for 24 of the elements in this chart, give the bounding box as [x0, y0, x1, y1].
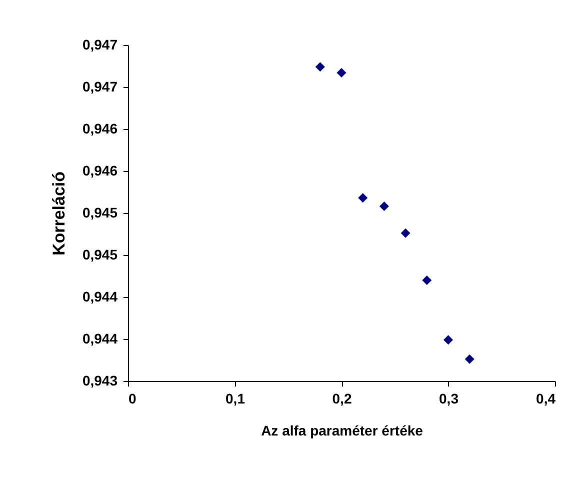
- point: [315, 62, 325, 72]
- y-tick-label: 0,946: [82, 120, 118, 136]
- y-tick-label: 0,944: [82, 330, 118, 346]
- x-tick-label: 0: [128, 390, 136, 406]
- x-tick-label: 0,1: [226, 390, 246, 406]
- y-tick-label: 0,947: [82, 78, 118, 94]
- point: [464, 354, 474, 364]
- x-tick-label: 0,4: [536, 390, 556, 406]
- point: [358, 193, 368, 203]
- point: [444, 335, 453, 345]
- x-tick-label: 0,3: [439, 390, 459, 406]
- y-tick-label: 0,943: [82, 372, 118, 388]
- y-axis-title: Korreláció: [49, 171, 68, 256]
- y-tick-label: 0,944: [82, 288, 118, 304]
- x-tick-label: 0,2: [332, 390, 352, 406]
- y-tick-label: 0,945: [82, 246, 118, 262]
- y-tick-label: 0,946: [82, 162, 118, 178]
- y-tick-label: 0,945: [82, 204, 118, 220]
- point: [422, 275, 432, 285]
- point: [336, 68, 346, 78]
- point: [400, 228, 410, 238]
- x-axis-title: Az alfa paraméter értéke: [261, 422, 424, 438]
- point: [379, 202, 389, 212]
- y-tick-label: 0,947: [82, 36, 118, 52]
